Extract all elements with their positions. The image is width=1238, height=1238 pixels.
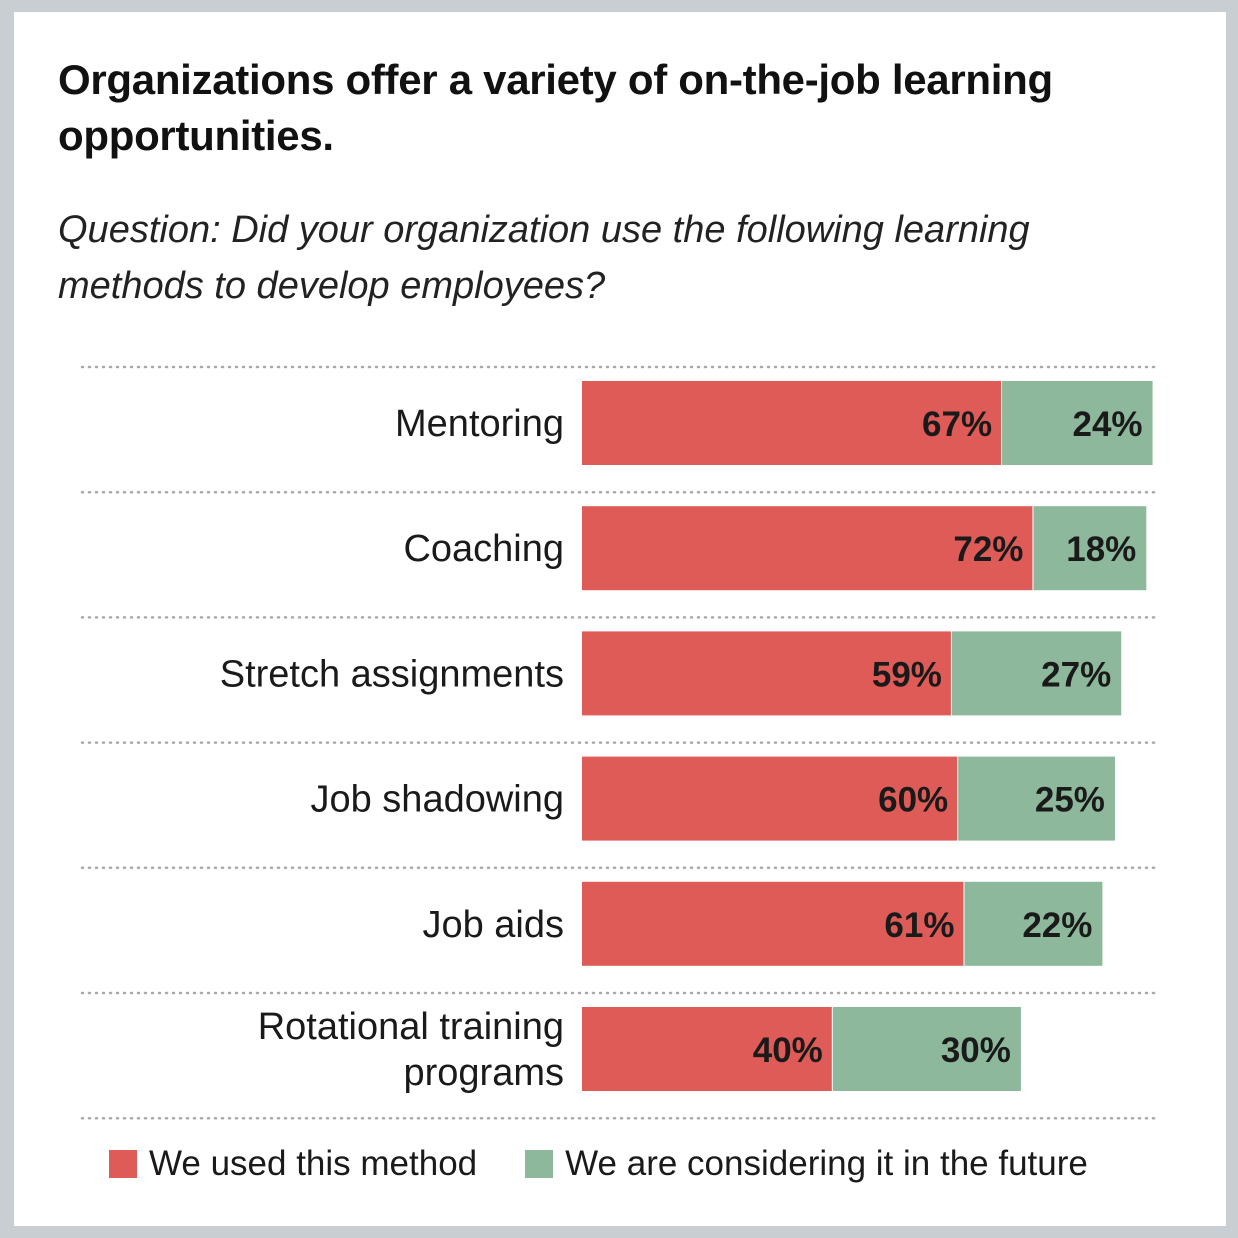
data-label-considering: 27%: [1041, 655, 1111, 694]
bar-considering: [964, 881, 1103, 966]
data-label-used: 72%: [953, 530, 1023, 569]
data-label-considering: 25%: [1035, 781, 1105, 820]
legend-item-used: We used this method: [109, 1144, 477, 1184]
bar-considering: [1033, 506, 1147, 591]
bar-considering: [958, 756, 1115, 841]
chart-title: Organizations offer a variety of on-the-…: [58, 56, 1053, 159]
bar-considering: [951, 631, 1122, 716]
bar-used: [582, 631, 951, 716]
legend: We used this method We are considering i…: [109, 1144, 1136, 1184]
data-label-used: 61%: [884, 906, 954, 945]
category-label: Stretch assignments: [220, 653, 564, 695]
category-label: Coaching: [403, 528, 564, 570]
data-label-considering: 22%: [1022, 906, 1092, 945]
chart-subtitle: Question: Did your organization use the …: [58, 209, 1030, 307]
bar-used: [582, 506, 1033, 591]
category-label: Job shadowing: [310, 779, 564, 821]
bar-used: [582, 756, 958, 841]
bar-used: [582, 381, 1002, 465]
chart-card: Organizations offer a variety of on-the-…: [14, 12, 1226, 1226]
category-label: programs: [404, 1052, 565, 1094]
bar-chart: 67% 24% Mentoring 72% 18% Coaching 59% 27% Stret…: [80, 365, 1158, 1120]
legend-label-considering: We are considering it in the future: [565, 1144, 1088, 1183]
data-label-considering: 24%: [1073, 405, 1143, 444]
data-label-used: 67%: [922, 405, 992, 444]
category-label: Rotational training: [258, 1006, 564, 1048]
bar-used: [582, 1007, 832, 1091]
category-label: Job aids: [422, 904, 564, 946]
data-label-used: 59%: [872, 655, 942, 694]
bar-used: [582, 881, 964, 966]
data-label-used: 40%: [753, 1031, 823, 1070]
legend-item-considering: We are considering it in the future: [525, 1144, 1088, 1184]
bar-considering: [832, 1007, 1021, 1091]
legend-swatch-used: [109, 1150, 137, 1178]
data-label-considering: 30%: [941, 1031, 1011, 1070]
data-label-considering: 18%: [1066, 530, 1136, 569]
legend-swatch-considering: [525, 1150, 554, 1178]
legend-label-used: We used this method: [149, 1144, 478, 1183]
data-label-used: 60%: [878, 781, 948, 820]
bar-considering: [1002, 381, 1153, 465]
category-label: Mentoring: [395, 403, 564, 445]
